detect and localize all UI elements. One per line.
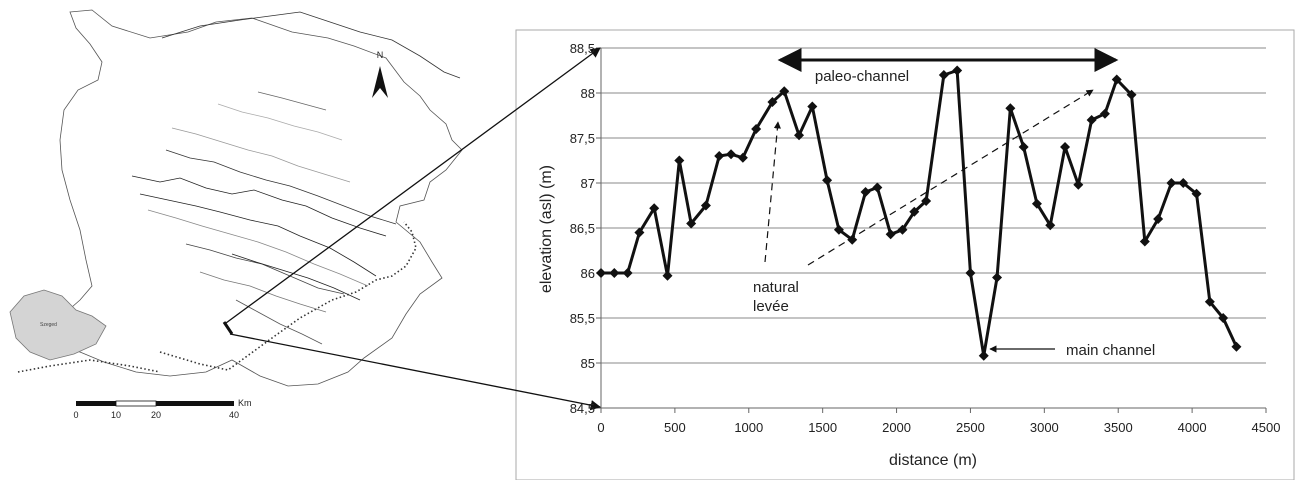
x-tick-label: 4500 <box>1252 420 1281 435</box>
map-connector-arrow <box>225 47 601 324</box>
data-point <box>737 152 748 163</box>
profile-location-marker <box>222 321 234 335</box>
data-point <box>662 270 673 281</box>
data-point <box>860 187 871 197</box>
x-tick-label: 1000 <box>734 420 763 435</box>
data-point <box>1178 178 1189 188</box>
data-point <box>1018 142 1029 152</box>
data-point <box>872 182 883 193</box>
north-label: N <box>377 50 384 60</box>
city-label: Szeged <box>40 322 57 328</box>
dotted-border <box>159 221 417 371</box>
city-area <box>9 289 107 361</box>
scale-tick: 40 <box>229 410 239 420</box>
data-point <box>807 101 818 112</box>
data-point <box>609 268 620 278</box>
data-point <box>726 149 737 160</box>
data-point <box>921 196 932 206</box>
data-point <box>794 130 805 141</box>
x-tick-label: 2000 <box>882 420 911 435</box>
scale-tick: 0 <box>73 410 78 420</box>
data-point <box>965 268 976 278</box>
x-tick-label: 4000 <box>1178 420 1207 435</box>
data-point <box>1126 89 1137 100</box>
scale-bar: 0 10 20 40 Km <box>73 398 251 420</box>
x-tick-label: 0 <box>597 420 604 435</box>
data-point <box>674 155 685 166</box>
scale-tick: 10 <box>111 410 121 420</box>
data-point <box>596 268 606 278</box>
data-point <box>700 200 711 211</box>
data-point <box>1204 296 1215 307</box>
study-area-map: Szeged 0 10 20 40 Km N <box>9 9 463 420</box>
y-axis-title: elevation (asl) (m) <box>538 165 555 293</box>
x-tick-label: 1500 <box>808 420 837 435</box>
paleo-channel-label: paleo-channel <box>815 68 909 85</box>
main-channel-label: main channel <box>1066 342 1155 359</box>
natural-levee-label: natural <box>753 279 799 296</box>
y-tick-label: 85 <box>581 356 595 371</box>
data-point <box>1166 178 1177 188</box>
scale-unit: Km <box>238 398 252 408</box>
data-point <box>897 224 908 235</box>
data-point <box>1111 74 1122 85</box>
paleo-channel-network <box>131 91 397 345</box>
y-tick-label: 87 <box>581 176 595 191</box>
x-tick-label: 2500 <box>956 420 985 435</box>
data-point <box>622 268 633 278</box>
y-tick-label: 86 <box>581 266 595 281</box>
data-point <box>1086 115 1097 125</box>
x-axis-title: distance (m) <box>889 452 977 469</box>
data-point <box>1191 188 1202 199</box>
y-tick-label: 88,5 <box>570 41 595 56</box>
y-tick-label: 86,5 <box>570 221 595 236</box>
x-tick-label: 3000 <box>1030 420 1059 435</box>
data-point <box>833 224 844 235</box>
data-point <box>822 175 833 186</box>
data-point <box>885 229 896 240</box>
x-tick-label: 500 <box>664 420 686 435</box>
natural-levee-arrow <box>764 121 781 263</box>
scale-tick: 20 <box>151 410 161 420</box>
natural-levee-arrow <box>807 89 1094 266</box>
data-point <box>1153 214 1164 224</box>
data-point <box>1139 236 1150 247</box>
data-point <box>1218 313 1229 323</box>
data-point <box>1060 142 1071 152</box>
study-area-boundary <box>49 9 463 387</box>
data-point <box>751 124 762 134</box>
data-point <box>1099 108 1110 119</box>
data-point <box>649 203 660 214</box>
river-line <box>161 11 461 79</box>
data-point <box>1031 198 1042 209</box>
map-connector-arrow <box>229 333 602 411</box>
data-point <box>847 234 858 245</box>
dotted-border <box>17 359 161 373</box>
data-point <box>978 350 989 361</box>
y-tick-label: 85,5 <box>570 311 595 326</box>
data-point <box>779 86 790 97</box>
data-point <box>1045 220 1056 231</box>
data-point <box>1231 341 1242 352</box>
y-tick-label: 88 <box>581 86 595 101</box>
data-point <box>952 65 963 76</box>
data-point <box>686 218 697 229</box>
y-tick-label: 87,5 <box>570 131 595 146</box>
data-point <box>938 70 949 80</box>
y-tick-label: 84,5 <box>570 401 595 416</box>
natural-levee-label: levée <box>753 298 789 315</box>
chart-frame <box>515 29 1295 480</box>
data-point <box>992 272 1003 283</box>
data-point <box>909 206 920 217</box>
data-point <box>714 151 725 161</box>
x-tick-label: 3500 <box>1104 420 1133 435</box>
data-point <box>1005 103 1016 114</box>
north-arrow-icon: N <box>372 50 388 98</box>
data-point <box>1073 179 1084 190</box>
series-line <box>601 69 1238 358</box>
data-point <box>767 97 778 107</box>
data-point <box>634 227 645 238</box>
